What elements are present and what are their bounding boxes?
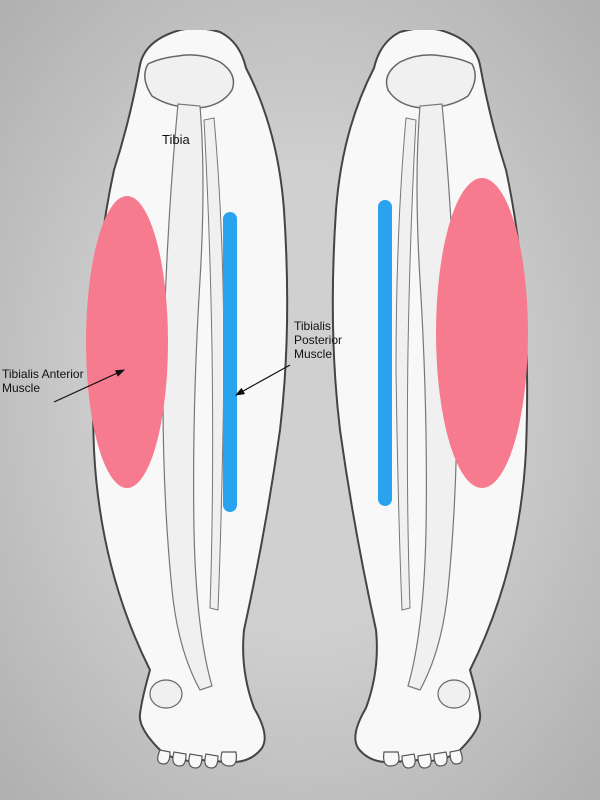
ankle-medial xyxy=(150,680,182,708)
tibialis-posterior-left xyxy=(223,212,237,512)
ankle-medial xyxy=(438,680,470,708)
label-tibialis-posterior: Tibialis Posterior Muscle xyxy=(294,319,342,361)
tibialis-anterior-left xyxy=(86,196,168,488)
tibialis-anterior-right xyxy=(436,178,528,488)
tibialis-posterior-right xyxy=(378,200,392,506)
tibia-head xyxy=(387,55,476,108)
label-tibia: Tibia xyxy=(162,132,190,147)
tibia-head xyxy=(145,55,234,108)
anatomy-diagram: Tibia Tibialis Anterior Muscle Tibialis … xyxy=(0,0,600,800)
label-tibialis-anterior: Tibialis Anterior Muscle xyxy=(2,367,84,395)
